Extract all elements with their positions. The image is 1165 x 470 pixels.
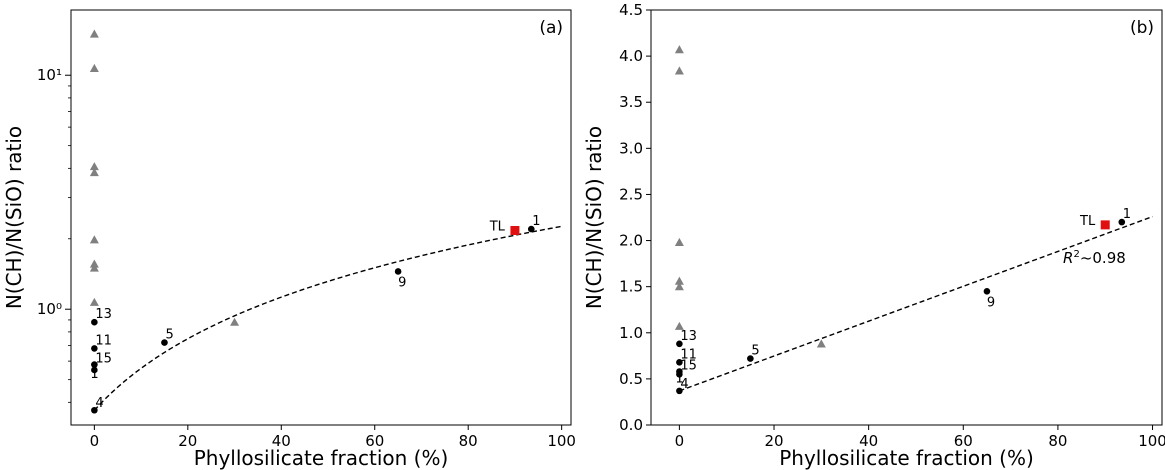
x-axis-label: Phyllosilicate fraction (%): [779, 446, 1034, 470]
gray-triangle-point: [89, 235, 99, 244]
y-axis-label: N(CH)/N(SiO) ratio: [2, 126, 26, 309]
y-tick-label: 1.5: [619, 278, 643, 296]
black-data-point: [91, 318, 98, 326]
black-data-point: [91, 366, 98, 374]
y-tick-label: 10⁰: [37, 300, 62, 318]
chart-panel-b: 0 20 40 60 80 100 0.0 0.5 1.0 1.5 2.0 2.5 3.0 3.5 4.0 4…: [582, 1, 1165, 470]
black-data-point: [676, 368, 683, 375]
r-value: ~0.98: [1080, 249, 1126, 267]
black-data-point: [983, 287, 991, 295]
point-label: 15: [680, 359, 697, 374]
black-data-point: [747, 355, 754, 362]
gray-triangle-point: [674, 321, 684, 330]
r-symbol: R: [1063, 249, 1073, 267]
panel-label: (a): [539, 18, 563, 38]
y-tick-label: 10¹: [37, 66, 62, 84]
x-tick-label: 40: [272, 432, 291, 450]
y-tick-label: 1.0: [619, 324, 643, 342]
x-tick-label: 0: [675, 432, 685, 450]
gray-triangle-point: [674, 237, 684, 246]
gray-triangle-point: [89, 297, 99, 306]
gray-triangle-point: [674, 276, 684, 285]
y-tick-label: 3.0: [619, 139, 643, 157]
point-label: 1: [532, 214, 540, 229]
y-tick-label: 2.5: [619, 185, 643, 203]
axes-frame: [70, 9, 572, 426]
x-tick-label: 20: [764, 432, 783, 450]
x-axis-label: Phyllosilicate fraction (%): [194, 446, 449, 470]
gray-triangle-point: [89, 29, 99, 38]
point-label: 1: [675, 371, 683, 386]
point-label: 11: [680, 347, 697, 362]
point-label: 15: [95, 352, 112, 367]
tl-label: TL: [489, 219, 506, 234]
axes-frame: [650, 9, 1163, 426]
x-tick-label: 80: [459, 432, 478, 450]
x-tick-label: 60: [954, 432, 973, 450]
black-data-point: [161, 339, 168, 346]
point-label: 9: [398, 275, 406, 290]
black-data-point: [1118, 218, 1126, 226]
gray-triangle-point: [674, 45, 684, 54]
point-label: 11: [95, 333, 112, 348]
point-label: 9: [987, 295, 995, 310]
x-tick-label: 100: [547, 432, 576, 450]
point-label: 4: [95, 396, 103, 411]
black-data-point: [394, 268, 402, 275]
point-label: 1: [90, 367, 98, 382]
point-label: 5: [165, 328, 173, 343]
fit-line: [679, 215, 1153, 392]
gray-triangle-point: [89, 162, 99, 171]
panel-label: (b): [1130, 18, 1154, 38]
x-tick-label: 100: [1138, 432, 1165, 450]
y-tick-label: 3.5: [619, 93, 643, 111]
y-tick-label: 0.5: [619, 370, 643, 388]
gray-triangle-point: [230, 317, 240, 326]
y-tick-label: 4.5: [619, 1, 643, 19]
fit-line: [93, 225, 562, 411]
gray-triangle-point: [89, 63, 99, 72]
gray-triangle-point: [674, 66, 684, 75]
black-data-point: [91, 361, 98, 368]
gray-triangle-point: [89, 167, 99, 177]
tl-label: TL: [1079, 214, 1096, 229]
y-axis-label: N(CH)/N(SiO) ratio: [582, 126, 606, 309]
r-exponent: 2: [1073, 249, 1079, 260]
r-squared-annotation: R2~0.98: [1063, 249, 1126, 267]
gray-triangle-point: [89, 263, 99, 272]
point-label: 1: [1123, 207, 1131, 222]
point-label: 5: [751, 344, 759, 359]
black-data-point: [676, 340, 683, 348]
gray-triangle-point: [816, 339, 826, 348]
x-tick-label: 0: [90, 432, 100, 450]
point-label: 13: [680, 329, 697, 344]
point-label: 4: [680, 377, 688, 392]
black-data-point: [676, 358, 683, 366]
black-data-point: [91, 406, 98, 414]
x-tick-label: 60: [365, 432, 384, 450]
black-data-point: [527, 225, 535, 233]
x-tick-label: 20: [178, 432, 197, 450]
black-data-point: [676, 387, 683, 395]
tl-square-point: [1100, 220, 1110, 230]
chart-panel-a: 0 20 40 60 80 100 10⁰ 10¹ Phyllosilicate fractio…: [2, 9, 576, 470]
y-tick-label: 0.0: [619, 416, 643, 434]
gray-triangle-point: [674, 282, 684, 291]
tl-square-point: [510, 225, 520, 235]
x-tick-label: 80: [1048, 432, 1067, 450]
black-data-point: [91, 345, 98, 352]
x-tick-label: 40: [859, 432, 878, 450]
y-tick-label: 2.0: [619, 232, 643, 250]
y-tick-label: 4.0: [619, 47, 643, 65]
point-label: 13: [95, 307, 112, 322]
